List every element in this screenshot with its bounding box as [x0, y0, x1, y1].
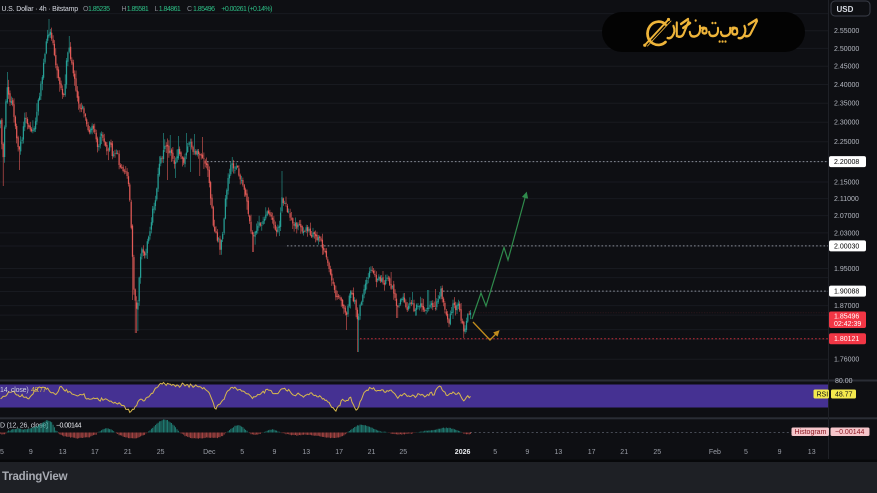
svg-text:2.15000: 2.15000: [834, 179, 859, 186]
svg-text:Histogram: Histogram: [795, 429, 827, 436]
svg-text:9: 9: [778, 449, 782, 456]
svg-text:13: 13: [808, 449, 816, 456]
svg-text:2026: 2026: [455, 449, 471, 456]
svg-text:17: 17: [335, 449, 343, 456]
svg-text:Dec: Dec: [203, 449, 216, 456]
svg-text:2.25000: 2.25000: [834, 139, 859, 146]
svg-text:25: 25: [157, 449, 165, 456]
svg-text:2.20008: 2.20008: [834, 159, 859, 166]
svg-text:L: L: [155, 6, 159, 13]
svg-text:13: 13: [59, 449, 67, 456]
svg-text:13: 13: [555, 449, 563, 456]
svg-text:RSI: RSI: [817, 391, 829, 398]
svg-text:2.00030: 2.00030: [834, 243, 859, 250]
svg-text:17: 17: [91, 449, 99, 456]
svg-text:1.85496: 1.85496: [193, 6, 215, 13]
svg-text:17: 17: [588, 449, 596, 456]
svg-text:C: C: [187, 6, 192, 13]
svg-text:5: 5: [0, 449, 4, 456]
svg-text:O: O: [83, 6, 89, 13]
svg-text:21: 21: [368, 449, 376, 456]
svg-text:1.76000: 1.76000: [834, 357, 859, 364]
svg-text:1.85496: 1.85496: [834, 313, 859, 320]
svg-text:1.87000: 1.87000: [834, 303, 859, 310]
svg-text:5: 5: [493, 449, 497, 456]
svg-text:2.50000: 2.50000: [834, 46, 859, 53]
svg-text:2.07000: 2.07000: [834, 213, 859, 220]
svg-text:2.30000: 2.30000: [834, 120, 859, 127]
svg-text:2.55000: 2.55000: [834, 28, 859, 35]
svg-text:2.45000: 2.45000: [834, 64, 859, 71]
svg-text:2.35000: 2.35000: [834, 101, 859, 108]
svg-text:/ U.S. Dollar · 4h · Bitstamp: / U.S. Dollar · 4h · Bitstamp: [0, 6, 78, 13]
svg-text:5: 5: [240, 449, 244, 456]
svg-text:02:42:39: 02:42:39: [834, 321, 861, 328]
svg-text:9: 9: [29, 449, 33, 456]
svg-text:1.95000: 1.95000: [834, 266, 859, 273]
svg-text:TradingView: TradingView: [2, 471, 68, 483]
svg-text:25: 25: [653, 449, 661, 456]
svg-text:1.90088: 1.90088: [834, 289, 859, 296]
svg-text:−0.00144: −0.00144: [56, 423, 82, 430]
svg-text:48.77: 48.77: [31, 387, 46, 394]
svg-text:USD: USD: [837, 5, 854, 14]
svg-text:2.40000: 2.40000: [834, 82, 859, 89]
svg-text:Feb: Feb: [709, 449, 721, 456]
svg-text:1.85235: 1.85235: [88, 6, 110, 13]
svg-text:9: 9: [525, 449, 529, 456]
svg-text:1.84861: 1.84861: [159, 6, 181, 13]
svg-text:2.11000: 2.11000: [834, 196, 859, 203]
svg-text:+0.00261 (+0.14%): +0.00261 (+0.14%): [221, 6, 272, 13]
svg-text:14, close): 14, close): [0, 387, 29, 394]
svg-text:48.77: 48.77: [835, 391, 853, 398]
svg-text:1.85581: 1.85581: [127, 6, 149, 13]
svg-text:21: 21: [620, 449, 628, 456]
svg-text:80.00: 80.00: [835, 378, 853, 385]
svg-text:1.80121: 1.80121: [834, 336, 859, 343]
svg-text:21: 21: [124, 449, 132, 456]
svg-text:13: 13: [302, 449, 310, 456]
svg-text:5: 5: [744, 449, 748, 456]
svg-text:2.03000: 2.03000: [834, 230, 859, 237]
svg-text:9: 9: [273, 449, 277, 456]
svg-text:D (12, 26, close): D (12, 26, close): [0, 423, 48, 430]
svg-text:H: H: [122, 6, 127, 13]
svg-text:−0.00144: −0.00144: [835, 429, 864, 436]
svg-text:25: 25: [399, 449, 407, 456]
